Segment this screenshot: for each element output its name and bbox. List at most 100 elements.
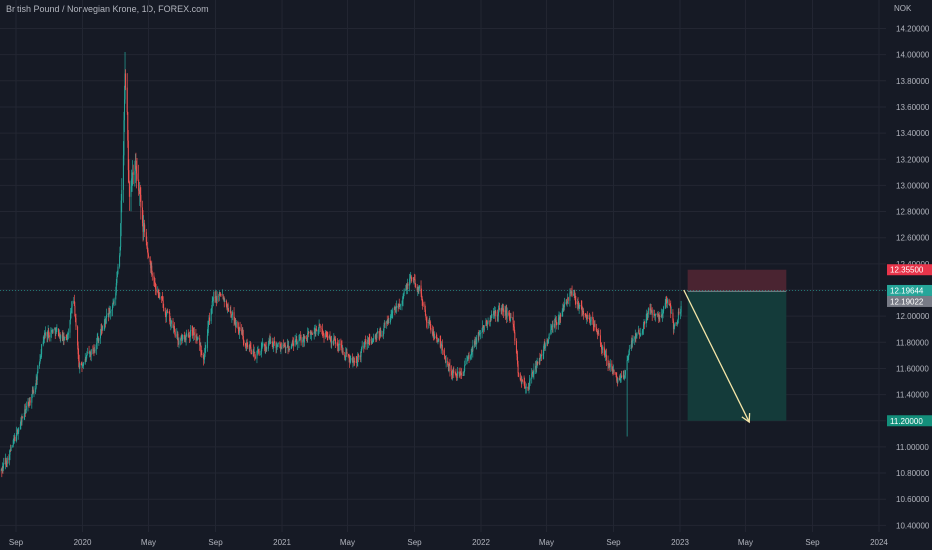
candle-body bbox=[378, 331, 380, 334]
candle-body bbox=[373, 338, 375, 341]
candle-body bbox=[540, 355, 542, 356]
candle-body bbox=[657, 315, 659, 317]
drawing-overlay[interactable] bbox=[683, 289, 751, 424]
candle-body bbox=[539, 355, 541, 359]
candle-body bbox=[302, 339, 304, 343]
candle-body bbox=[140, 194, 142, 208]
candle-body bbox=[234, 320, 236, 325]
candle-body bbox=[361, 345, 363, 348]
time-axis[interactable]: Sep 2020 May Sep 2021 May Sep 2022 May Sep 2023 May… bbox=[9, 538, 889, 547]
candle-body bbox=[509, 317, 511, 322]
candle-body bbox=[496, 315, 498, 317]
candle-body bbox=[337, 344, 339, 346]
candle-body bbox=[452, 371, 454, 376]
candle-body bbox=[512, 317, 514, 319]
candle-body bbox=[611, 367, 613, 370]
candle-body bbox=[506, 312, 508, 317]
candle-body bbox=[490, 315, 492, 319]
candle-body bbox=[271, 341, 273, 343]
candle-body bbox=[612, 367, 614, 372]
candle-body bbox=[73, 300, 75, 306]
candle-body bbox=[242, 335, 244, 341]
price-axis[interactable]: 14.20000 14.00000 13.80000 13.60000 13.40000… bbox=[887, 4, 932, 530]
candle-body bbox=[260, 348, 262, 355]
candle-body bbox=[367, 339, 369, 345]
candle-body bbox=[394, 307, 396, 310]
candle-body bbox=[338, 343, 340, 346]
candle-body bbox=[96, 339, 98, 343]
projection-arrow-line[interactable] bbox=[683, 289, 750, 423]
candle-body bbox=[420, 285, 422, 294]
candle-body bbox=[579, 304, 581, 308]
candle-body bbox=[150, 261, 152, 269]
candle-body bbox=[596, 327, 598, 332]
candle-body bbox=[410, 276, 412, 277]
candle-body bbox=[164, 311, 166, 316]
candle-body bbox=[623, 377, 625, 378]
y-tick-label: 10.60000 bbox=[896, 495, 930, 504]
candle-body bbox=[669, 304, 671, 306]
candle-body bbox=[448, 364, 450, 366]
x-tick-label: Sep bbox=[606, 538, 621, 547]
candle-body bbox=[541, 355, 543, 356]
candle-body bbox=[569, 292, 571, 293]
candle-body bbox=[260, 354, 262, 356]
candle-body bbox=[594, 323, 596, 328]
candle-body bbox=[82, 364, 84, 366]
candle-body bbox=[569, 292, 571, 301]
candle-body bbox=[97, 338, 99, 341]
candle-body bbox=[67, 334, 69, 338]
candle-body bbox=[177, 333, 179, 341]
candle-body bbox=[544, 342, 546, 348]
candle-body bbox=[2, 463, 4, 469]
candle-body bbox=[224, 300, 226, 302]
candle-body bbox=[173, 327, 175, 329]
candle-body bbox=[66, 337, 68, 340]
candle-body bbox=[601, 348, 603, 350]
candle-body bbox=[636, 332, 638, 336]
candle-body bbox=[651, 310, 653, 312]
candle-body bbox=[197, 338, 199, 340]
candle-body bbox=[563, 305, 565, 308]
candle-body bbox=[428, 322, 430, 324]
candle-body bbox=[245, 343, 247, 346]
stop-loss-zone[interactable] bbox=[687, 269, 787, 292]
candle-body bbox=[654, 314, 656, 316]
candle-body bbox=[394, 307, 396, 310]
projection-arrow-head[interactable] bbox=[741, 413, 751, 424]
candle-body bbox=[405, 289, 407, 290]
candle-body bbox=[612, 370, 614, 372]
candle-body bbox=[398, 304, 400, 308]
candle-body bbox=[242, 332, 244, 336]
candle-body bbox=[467, 355, 469, 357]
candle-body bbox=[188, 334, 190, 337]
candle-body bbox=[162, 297, 164, 301]
candle-body bbox=[285, 346, 287, 349]
candle-body bbox=[130, 186, 132, 197]
candle-body bbox=[397, 305, 399, 308]
candle-body bbox=[654, 314, 656, 316]
candle-body bbox=[434, 336, 436, 338]
candle-body bbox=[548, 334, 550, 340]
candle-body bbox=[437, 338, 439, 342]
candle-body bbox=[38, 362, 40, 366]
candle-body bbox=[440, 341, 442, 348]
candle-body bbox=[363, 345, 365, 349]
candle-body bbox=[384, 323, 386, 325]
candle-body bbox=[673, 327, 675, 329]
candle-body bbox=[234, 323, 236, 325]
candle-body bbox=[593, 323, 595, 326]
take-profit-zone[interactable] bbox=[687, 291, 787, 421]
candle-body bbox=[273, 341, 275, 344]
candle-body bbox=[325, 332, 327, 335]
candle-body bbox=[624, 374, 626, 378]
candle-body bbox=[272, 343, 274, 347]
candle-body bbox=[513, 324, 515, 327]
candle-body bbox=[643, 321, 645, 325]
candle-body bbox=[456, 375, 458, 376]
candle-body bbox=[81, 365, 83, 366]
candle-body bbox=[631, 340, 633, 343]
candle-body bbox=[204, 353, 206, 359]
candle-body bbox=[342, 350, 344, 353]
